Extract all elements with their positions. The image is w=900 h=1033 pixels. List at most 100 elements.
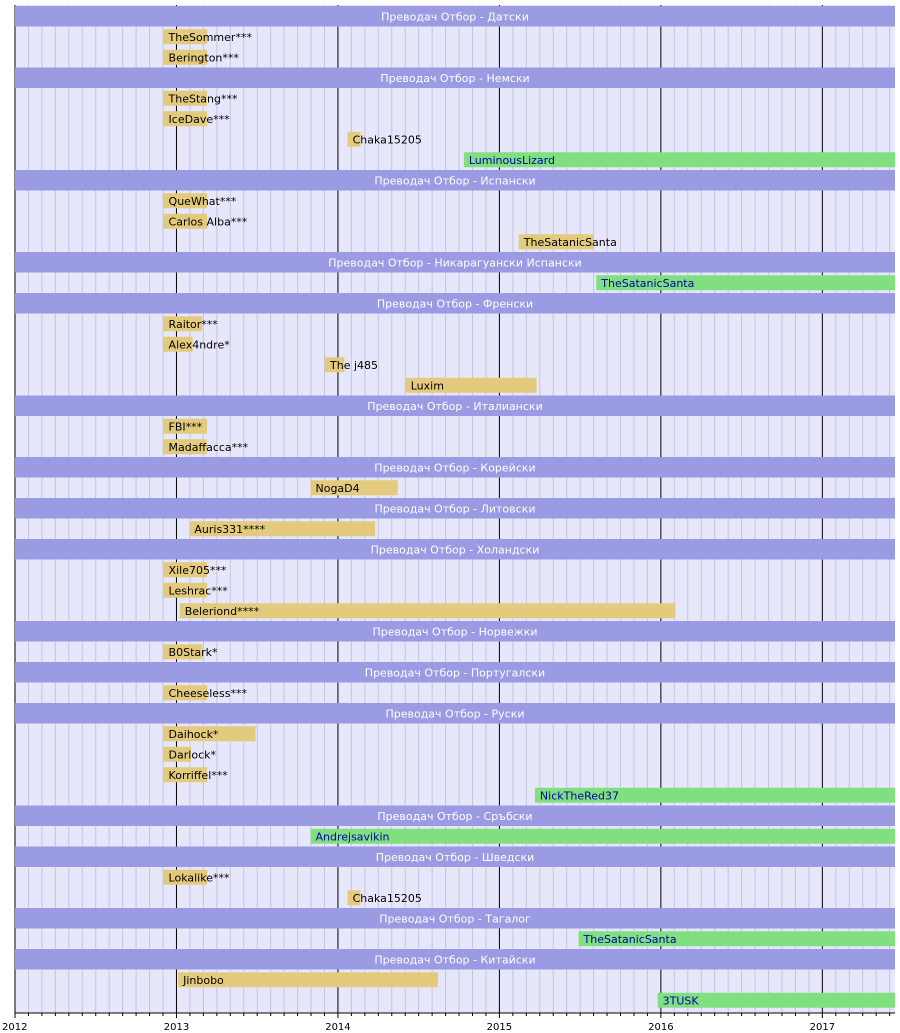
member-bar	[189, 521, 376, 537]
member-bar	[163, 111, 208, 127]
x-tick-label: 2014	[325, 1022, 350, 1033]
member-label: 3TUSK	[663, 994, 700, 1007]
member-bar	[163, 869, 208, 885]
language-header-label: Преводач Отбор - Холандски	[371, 543, 540, 556]
member-bar	[310, 828, 896, 844]
member-bar	[163, 726, 256, 742]
member-label: Chaka15205	[353, 133, 422, 146]
language-header-label: Преводач Отбор - Датски	[381, 10, 529, 23]
member-bar	[179, 603, 676, 619]
member-label: TheSatanicSanta	[523, 236, 617, 249]
member-label: Berington***	[169, 51, 240, 64]
language-header-label: Преводач Отбор - Сръбски	[377, 810, 532, 823]
member-bar	[310, 480, 398, 496]
language-header-band	[15, 395, 895, 416]
language-header-band	[15, 457, 895, 478]
x-tick-label: 2016	[648, 1022, 673, 1033]
member-label: Beleriond****	[185, 605, 260, 618]
member-label: Luxim	[411, 379, 444, 392]
language-header-band	[15, 252, 895, 273]
member-bar	[463, 152, 895, 168]
member-bar	[347, 890, 361, 906]
member-label: Leshrac***	[169, 584, 229, 597]
language-header-band	[15, 621, 895, 642]
language-header-band	[15, 703, 895, 724]
member-label: QueWhat***	[169, 195, 237, 208]
member-bar	[178, 972, 439, 988]
member-bar	[405, 377, 537, 393]
member-bar	[163, 193, 208, 209]
member-label: B0Stark*	[169, 646, 218, 659]
member-label: TheSatanicSanta	[600, 277, 694, 290]
member-label: TheSommer***	[168, 31, 253, 44]
member-label: Chaka15205	[353, 892, 422, 905]
member-bar	[163, 746, 191, 762]
language-header-band	[15, 805, 895, 826]
member-bar	[596, 275, 895, 291]
language-header-label: Преводач Отбор - Никарагуански Испански	[328, 256, 581, 269]
x-tick-label: 2012	[2, 1022, 27, 1033]
member-bar	[657, 992, 895, 1008]
x-tick-label: 2017	[810, 1022, 835, 1033]
member-bar	[163, 685, 208, 701]
member-label: Carlos Alba***	[169, 215, 248, 228]
member-label: Darlock*	[169, 748, 217, 761]
member-label: TheSatanicSanta	[583, 933, 677, 946]
language-header-label: Преводач Отбор - Тагалог	[379, 912, 531, 925]
language-header-band	[15, 846, 895, 867]
member-label: TheStang***	[168, 92, 238, 105]
member-bar	[163, 562, 208, 578]
language-header-label: Преводач Отбор - Китайски	[374, 953, 535, 966]
language-header-label: Преводач Отбор - Литовски	[375, 502, 536, 515]
member-label: Jinbobo	[182, 974, 224, 987]
member-label: FBI***	[169, 420, 203, 433]
member-bar	[534, 787, 895, 803]
member-bar	[578, 931, 895, 947]
member-label: Andrejsavikin	[315, 830, 389, 843]
language-header-label: Преводач Отбор - Италиански	[367, 400, 542, 413]
language-header-label: Преводач Отбор - Корейски	[374, 461, 535, 474]
member-label: Xile705***	[169, 564, 227, 577]
language-header-label: Преводач Отбор - Португалски	[365, 666, 545, 679]
member-bar	[347, 131, 361, 147]
member-label: Alex4ndre*	[169, 338, 231, 351]
x-axis: 2012 2013 2014 2015 2016 2017	[2, 1012, 895, 1033]
language-header-band	[15, 67, 895, 88]
member-label: NickTheRed37	[540, 789, 619, 802]
language-header-band	[15, 170, 895, 191]
member-bar	[163, 644, 203, 660]
x-tick-label: 2015	[487, 1022, 512, 1033]
member-label: Cheeseless***	[169, 687, 248, 700]
language-header-label: Преводач Отбор - Немски	[380, 72, 529, 85]
member-bar	[163, 582, 208, 598]
member-label: LuminousLizard	[469, 154, 555, 167]
member-label: NogaD4	[315, 482, 359, 495]
language-header-band	[15, 908, 895, 929]
language-header-label: Преводач Отбор - Руски	[385, 707, 524, 720]
member-label: Raitor***	[169, 318, 219, 331]
language-header-band	[15, 949, 895, 970]
language-header-band	[15, 539, 895, 560]
language-header-label: Преводач Отбор - Френски	[377, 297, 533, 310]
x-tick-label: 2013	[164, 1022, 189, 1033]
language-header-label: Преводач Отбор - Испански	[374, 174, 535, 187]
member-label: IceDave***	[169, 113, 231, 126]
member-label: Auris331****	[194, 523, 265, 536]
language-header-band	[15, 6, 895, 27]
member-bar	[163, 49, 208, 65]
rows: Преводач Отбор - Датски TheSommer*** Berin…	[15, 6, 896, 1008]
member-bar	[163, 316, 203, 332]
language-header-label: Преводач Отбор - Шведски	[376, 851, 535, 864]
member-bar	[163, 439, 208, 455]
language-header-band	[15, 293, 895, 314]
member-bar	[325, 357, 345, 373]
member-label: Madaffacca***	[169, 441, 249, 454]
member-bar	[518, 234, 594, 250]
member-label: The j485	[329, 359, 378, 372]
member-bar	[163, 767, 208, 783]
member-bar	[163, 29, 208, 45]
member-label: Lokalike***	[169, 871, 230, 884]
language-header-band	[15, 662, 895, 683]
member-label: Daihock*	[169, 728, 219, 741]
